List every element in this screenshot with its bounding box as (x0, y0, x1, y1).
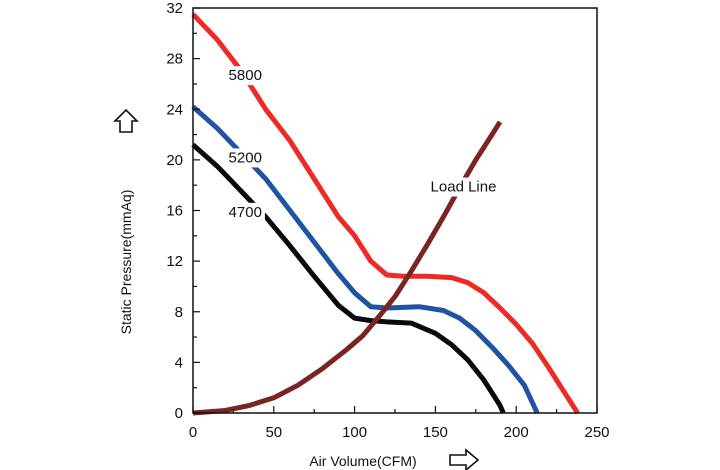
y-tick-label: 12 (166, 253, 183, 270)
y-tick-label: 32 (166, 0, 183, 17)
x-tick-label: 200 (504, 424, 529, 441)
annotation-label: 5200 (229, 149, 262, 166)
y-tick-label: 8 (175, 304, 183, 321)
annotation-label: 4700 (229, 204, 262, 221)
y-tick-label: 20 (166, 152, 183, 169)
series-line-5200 (191, 104, 540, 415)
x-tick-label: 100 (342, 424, 367, 441)
annotation-background (225, 202, 265, 222)
y-tick-label: 16 (166, 203, 183, 220)
y-tick-label: 4 (175, 354, 183, 371)
y-tick-label: 24 (166, 101, 183, 118)
annotation-5200: 5200 (225, 148, 265, 168)
annotation-label: Load Line (431, 179, 497, 196)
annotations-layer: 5800 5200 4700 Load Line (225, 66, 500, 222)
annotation-background (225, 148, 265, 168)
x-tick-label: 250 (584, 424, 609, 441)
x-axis-title: Air Volume(CFM) (309, 453, 416, 469)
x-tick-label: 50 (265, 424, 282, 441)
annotation-background (225, 66, 265, 86)
annotation-4700: 4700 (225, 202, 265, 222)
y-tick-label: 28 (166, 51, 183, 68)
y-tick-label: 0 (175, 405, 183, 422)
y-axis-title: Static Pressure(mmAq) (118, 190, 134, 335)
right-arrow-icon (449, 448, 480, 470)
annotation-load-line: Load Line (427, 177, 500, 197)
annotation-5800: 5800 (225, 66, 265, 86)
annotation-background (427, 177, 500, 197)
series-line-5800 (191, 12, 580, 415)
x-tick-label: 0 (189, 424, 197, 441)
annotation-label: 5800 (229, 67, 262, 84)
up-arrow-icon (113, 108, 139, 133)
ticks-layer: 0 50 100 150 200 250 0 4 8 12 16 20 24 28 32 (166, 0, 609, 441)
x-tick-label: 150 (423, 424, 448, 441)
